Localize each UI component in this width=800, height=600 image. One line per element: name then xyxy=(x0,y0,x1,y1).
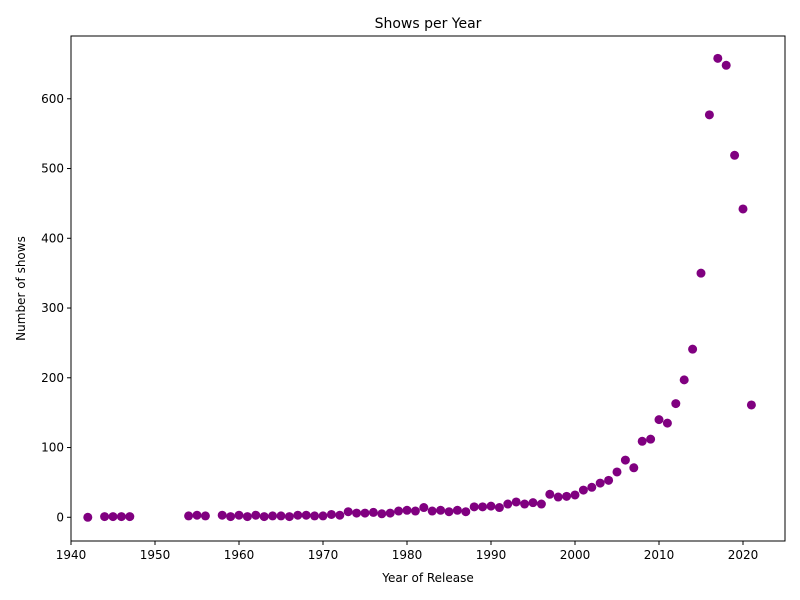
data-point-1972 xyxy=(335,510,345,520)
data-point-2000 xyxy=(570,490,580,500)
y-tick-label-600: 600 xyxy=(41,92,64,106)
data-point-2005 xyxy=(612,467,622,477)
data-point-1956 xyxy=(200,511,210,521)
x-tick-label-1950: 1950 xyxy=(140,548,171,562)
data-point-1965 xyxy=(276,511,286,521)
data-point-1946 xyxy=(116,512,126,522)
data-point-1944 xyxy=(100,512,110,522)
y-tick-label-0: 0 xyxy=(56,510,64,524)
data-point-2020 xyxy=(738,204,748,214)
chart-title: Shows per Year xyxy=(375,16,482,32)
data-point-1961 xyxy=(242,512,252,522)
data-point-2021 xyxy=(746,400,756,410)
data-point-1986 xyxy=(452,505,462,515)
plot-frame xyxy=(70,35,786,542)
data-point-1979 xyxy=(394,506,404,516)
y-axis-label: Number of shows xyxy=(14,236,28,341)
x-tick-label-2010: 2010 xyxy=(644,548,675,562)
x-axis-label: Year of Release xyxy=(381,571,474,585)
data-point-1984 xyxy=(436,505,446,515)
data-point-1988 xyxy=(469,502,479,512)
data-point-1996 xyxy=(536,499,546,509)
x-tick-label-2020: 2020 xyxy=(728,548,759,562)
data-points xyxy=(83,53,756,522)
x-tick-label-1980: 1980 xyxy=(392,548,423,562)
data-point-2012 xyxy=(671,399,681,409)
data-point-1974 xyxy=(352,508,362,518)
x-tick-label-1970: 1970 xyxy=(308,548,339,562)
data-point-2018 xyxy=(721,60,731,70)
data-point-2016 xyxy=(704,110,714,120)
data-point-2011 xyxy=(662,418,672,428)
data-point-1962 xyxy=(251,510,261,520)
data-point-2013 xyxy=(679,375,689,385)
data-point-2001 xyxy=(578,485,588,495)
data-point-1993 xyxy=(511,497,521,507)
data-point-1992 xyxy=(503,499,513,509)
data-point-1968 xyxy=(301,510,311,520)
data-point-1982 xyxy=(419,503,429,513)
data-point-1985 xyxy=(444,507,454,517)
data-point-2010 xyxy=(654,415,664,425)
data-point-1960 xyxy=(234,510,244,520)
data-point-1998 xyxy=(553,492,563,502)
data-point-2015 xyxy=(696,268,706,278)
y-axis-ticks: 0 100 200 300 400 500 600 xyxy=(41,92,71,524)
y-tick-label-200: 200 xyxy=(41,371,64,385)
y-tick-label-400: 400 xyxy=(41,231,64,245)
data-point-1987 xyxy=(461,507,471,517)
data-point-1958 xyxy=(217,510,227,520)
x-tick-label-2000: 2000 xyxy=(560,548,591,562)
data-point-1980 xyxy=(402,505,412,515)
x-tick-label-1990: 1990 xyxy=(476,548,507,562)
data-point-1966 xyxy=(284,512,294,522)
data-point-1983 xyxy=(427,506,437,516)
data-point-1981 xyxy=(410,506,420,516)
x-axis-ticks: 1940 1950 1960 1970 1980 1990 2000 2010 2020 xyxy=(56,541,759,562)
data-point-1954 xyxy=(184,511,194,521)
data-point-1969 xyxy=(310,511,320,521)
data-point-1991 xyxy=(494,503,504,513)
data-point-1973 xyxy=(343,507,353,517)
data-point-1945 xyxy=(108,512,118,522)
data-point-1947 xyxy=(125,512,135,522)
x-tick-label-1960: 1960 xyxy=(224,548,255,562)
data-point-1971 xyxy=(326,509,336,519)
y-tick-label-300: 300 xyxy=(41,301,64,315)
data-point-1955 xyxy=(192,510,202,520)
y-tick-label-500: 500 xyxy=(41,162,64,176)
data-point-1978 xyxy=(385,508,395,518)
data-point-2002 xyxy=(587,482,597,492)
data-point-1999 xyxy=(562,491,572,501)
y-tick-label-100: 100 xyxy=(41,441,64,455)
data-point-1989 xyxy=(478,502,488,512)
data-point-1990 xyxy=(486,501,496,511)
data-point-2008 xyxy=(637,436,647,446)
data-point-1997 xyxy=(545,489,555,499)
data-point-1994 xyxy=(520,499,530,509)
data-point-2006 xyxy=(620,455,630,465)
x-tick-label-1940: 1940 xyxy=(56,548,87,562)
data-point-2004 xyxy=(604,475,614,485)
data-point-1970 xyxy=(318,511,328,521)
data-point-2003 xyxy=(595,478,605,488)
data-point-2007 xyxy=(629,463,639,473)
data-point-1963 xyxy=(259,512,269,522)
data-point-2009 xyxy=(646,434,656,444)
data-point-2014 xyxy=(688,344,698,354)
data-point-1959 xyxy=(226,512,236,522)
data-point-1976 xyxy=(368,507,378,517)
data-point-1995 xyxy=(528,498,538,508)
data-point-2017 xyxy=(713,53,723,63)
data-point-1942 xyxy=(83,512,93,522)
data-point-2019 xyxy=(730,150,740,160)
data-point-1967 xyxy=(293,510,303,520)
data-point-1964 xyxy=(268,511,278,521)
data-point-1975 xyxy=(360,508,370,518)
data-point-1977 xyxy=(377,509,387,519)
